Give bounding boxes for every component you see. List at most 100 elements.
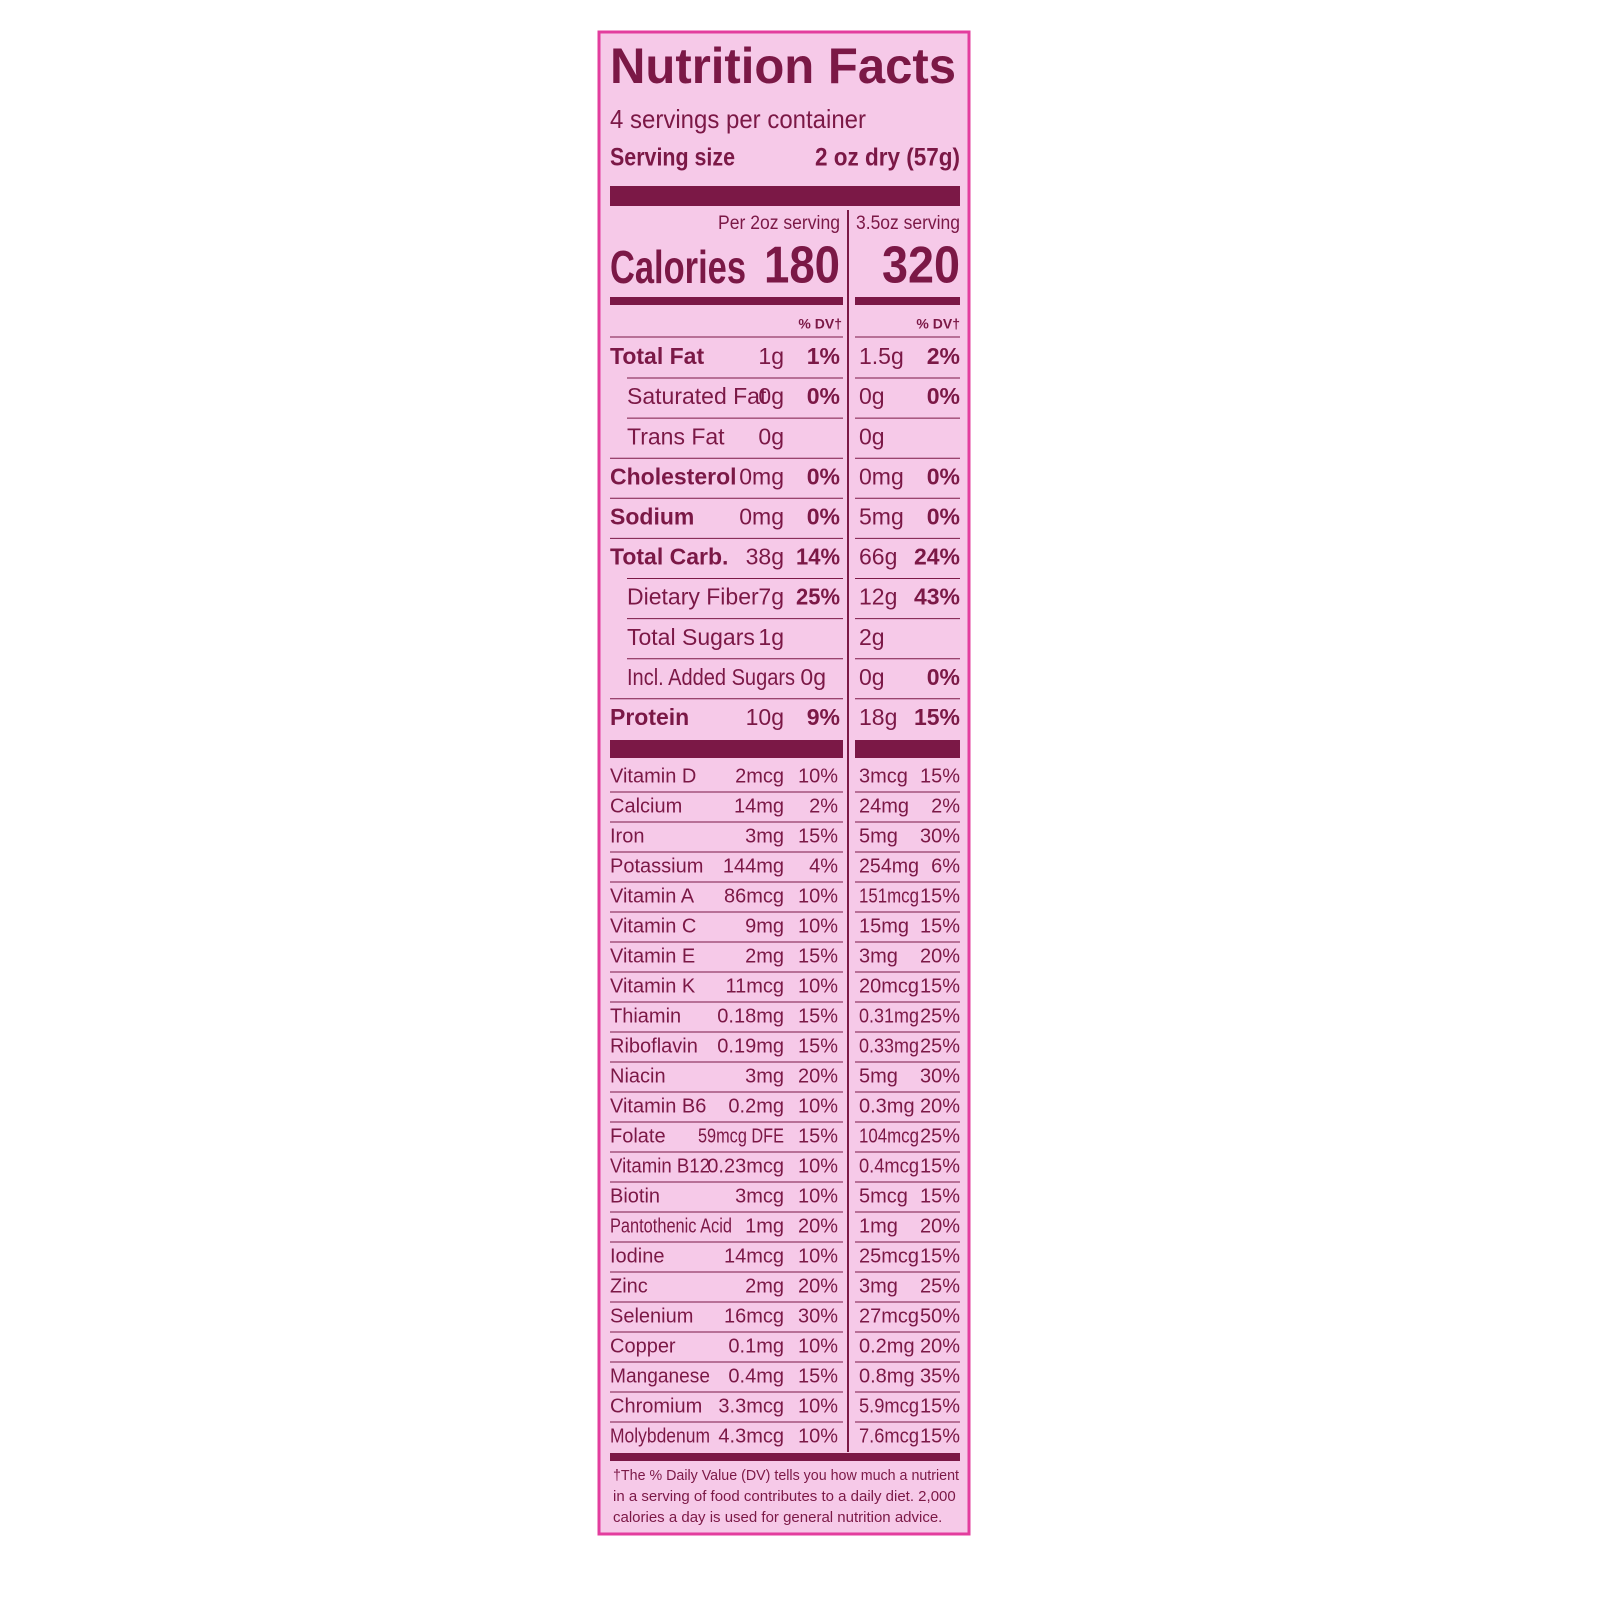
vitamin-name: Molybdenum [610, 1425, 710, 1447]
footnote: in a serving of food contributes to a da… [613, 1488, 956, 1505]
column-header: Per 2oz serving [718, 213, 840, 234]
nutrient-amount: 0g [859, 383, 885, 409]
vitamin-dv: 25% [920, 1005, 960, 1027]
vitamin-dv: 15% [920, 1395, 960, 1417]
vitamin-name: Thiamin [610, 1005, 681, 1027]
vitamin-name: Niacin [610, 1065, 666, 1087]
vitamin-name: Vitamin B6 [610, 1095, 706, 1117]
vitamin-dv: 10% [798, 1155, 838, 1177]
vitamin-name: Potassium [610, 855, 703, 877]
vitamin-dv: 30% [920, 1065, 960, 1087]
vitamin-dv: 10% [798, 975, 838, 997]
vitamin-name: Vitamin C [610, 915, 696, 937]
vitamin-name: Vitamin B12 [610, 1155, 710, 1177]
vitamin-dv: 20% [920, 1335, 960, 1357]
nutrient-dv: 43% [914, 584, 960, 610]
nutrient-amount: 0g [859, 423, 885, 449]
vitamin-dv: 35% [920, 1365, 960, 1387]
vitamin-dv: 10% [798, 1185, 838, 1207]
vitamin-dv: 10% [798, 915, 838, 937]
vitamin-amount: 3mg [859, 945, 898, 967]
vitamin-dv: 15% [798, 1125, 838, 1147]
vitamin-amount: 14mcg [724, 1245, 784, 1267]
thick-bar [610, 1453, 960, 1461]
footnote: †The % Daily Value (DV) tells you how mu… [613, 1467, 960, 1484]
vitamin-amount: 27mcg [859, 1305, 919, 1327]
vitamin-amount: 0.18mg [717, 1005, 784, 1027]
vitamin-dv: 10% [798, 1425, 838, 1447]
calories-rule [855, 297, 960, 305]
nutrient-amount: 5mg [859, 503, 904, 529]
vitamin-amount: 2mg [745, 945, 784, 967]
vitamin-amount: 5.9mcg [859, 1395, 919, 1417]
vitamin-dv: 10% [798, 1395, 838, 1417]
vitamin-dv: 6% [931, 855, 960, 877]
footnote: calories a day is used for general nutri… [613, 1509, 942, 1526]
vitamin-name: Vitamin E [610, 945, 695, 967]
nutrient-amount: 1.5g [859, 343, 904, 369]
nutrient-name: Saturated Fat [627, 383, 767, 409]
vitamin-amount: 59mcg DFE [698, 1125, 784, 1147]
nutrient-dv: 25% [796, 584, 840, 610]
vitamin-amount: 2mg [745, 1275, 784, 1297]
calories-value: 320 [882, 237, 960, 295]
nutrient-amount: 0g [758, 423, 784, 449]
nutrient-name: Dietary Fiber [627, 584, 759, 610]
vitamin-amount: 0.19mg [717, 1035, 784, 1057]
calories-label: Calories [610, 241, 746, 293]
servings: 4 servings per container [610, 104, 866, 134]
vitamin-amount: 16mcg [724, 1305, 784, 1327]
vitamin-dv: 15% [798, 945, 838, 967]
nutrient-dv: 0% [927, 463, 960, 489]
nutrient-amount: 0g [859, 664, 885, 690]
vitamin-name: Zinc [610, 1275, 648, 1297]
nutrient-dv: 0% [807, 463, 840, 489]
vitamin-dv: 10% [798, 1095, 838, 1117]
nutrient-amount: 1g [758, 624, 784, 650]
vitamin-dv: 15% [920, 915, 960, 937]
vitamin-name: Iron [610, 825, 644, 847]
nutrient-amount: 10g [746, 704, 784, 730]
nutrient-amount: 0mg [739, 503, 784, 529]
vitamin-dv: 10% [798, 1335, 838, 1357]
vitamin-dv: 15% [920, 765, 960, 787]
vitamin-amount: 2mcg [735, 765, 784, 787]
vitamin-dv: 15% [920, 1155, 960, 1177]
title: Nutrition Facts [610, 38, 956, 94]
nutrient-dv: 0% [927, 503, 960, 529]
vitamin-dv: 25% [920, 1035, 960, 1057]
nutrient-dv: 2% [927, 343, 960, 369]
vitamin-dv: 15% [920, 1425, 960, 1447]
vitamin-dv: 10% [798, 765, 838, 787]
vitamin-name: Vitamin A [610, 885, 695, 907]
vitamin-amount: 254mg [859, 855, 919, 877]
calories-rule [610, 297, 843, 305]
vitamin-name: Iodine [610, 1245, 665, 1267]
nutrient-amount: 0mg [739, 463, 784, 489]
label-background [597, 30, 971, 1536]
nutrient-name: Incl. Added Sugars [627, 664, 795, 690]
nutrient-dv: 15% [914, 704, 960, 730]
vitamin-name: Vitamin K [610, 975, 696, 997]
vitamin-dv: 2% [931, 795, 960, 817]
nutrient-dv: 14% [796, 544, 840, 570]
vitamin-name: Chromium [610, 1395, 702, 1417]
vitamin-amount: 104mcg [859, 1125, 919, 1147]
dv-header: % DV† [916, 316, 960, 332]
nutrient-name: Total Carb. [610, 544, 728, 570]
vitamin-dv: 30% [920, 825, 960, 847]
vitamin-name: Selenium [610, 1305, 693, 1327]
nutrient-amount: 18g [859, 704, 897, 730]
vitamin-dv: 25% [920, 1275, 960, 1297]
vitamin-amount: 0.4mg [728, 1365, 784, 1387]
vitamin-amount: 15mg [859, 915, 909, 937]
vitamin-amount: 86mcg [724, 885, 784, 907]
nutrient-amount: 0g [758, 383, 784, 409]
thick-bar [610, 740, 843, 758]
vitamin-name: Copper [610, 1335, 676, 1357]
vitamin-name: Riboflavin [610, 1035, 698, 1057]
vitamin-dv: 25% [920, 1125, 960, 1147]
vitamin-amount: 5mg [859, 1065, 898, 1087]
